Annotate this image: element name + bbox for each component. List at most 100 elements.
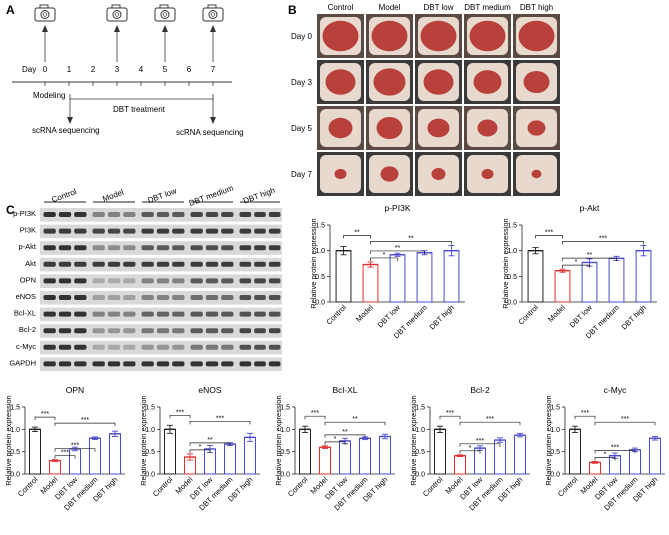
blot-band [221, 278, 234, 284]
blot-group-label: DBT medium [188, 183, 235, 207]
bar [359, 437, 371, 475]
y-tick-label: 0.0 [280, 472, 290, 479]
blot-protein-label: Akt [25, 259, 37, 268]
blot-band [107, 278, 121, 284]
blot-band [221, 361, 234, 367]
chart-ylabel: Relative protein expression [4, 395, 13, 485]
blot-band [43, 261, 56, 267]
significance-label: *** [81, 417, 89, 424]
significance-label: ** [587, 252, 593, 259]
timeline-day-label: Day [22, 65, 36, 74]
panel-label-c: C [6, 203, 15, 217]
camera-arrow-head [42, 25, 48, 32]
bar [454, 455, 466, 475]
blot-band [107, 245, 121, 251]
wound-area [523, 70, 550, 94]
blot-band [221, 328, 234, 334]
blot-band [92, 361, 105, 367]
blot-band [156, 212, 170, 217]
blot-band [92, 212, 105, 217]
x-tick-label: DBT low [568, 303, 595, 330]
day-number: 1 [67, 65, 72, 74]
y-tick-label: 1.5 [145, 405, 155, 412]
significance-label: *** [216, 415, 224, 422]
day-number: 3 [115, 65, 120, 74]
blot-band [205, 361, 219, 367]
blot-band [141, 245, 154, 251]
significance-bracket [370, 241, 452, 245]
blot-protein-label: p-Akt [18, 242, 36, 251]
camera-icon [202, 4, 224, 22]
blot-group-label: DBT high [242, 186, 276, 206]
significance-label: ** [395, 245, 401, 252]
blot-band [221, 228, 234, 234]
blot-band [156, 311, 170, 317]
x-tick-label: DBT high [428, 303, 456, 331]
blot-band [107, 295, 121, 300]
wound-area [469, 20, 506, 52]
blot-band [239, 245, 252, 251]
significance-bracket [324, 421, 386, 426]
blot-band [156, 261, 170, 267]
blot-band [43, 212, 56, 217]
blot-protein-label: p-PI3K [13, 209, 36, 218]
y-tick-label: 0.0 [145, 472, 155, 479]
camera-arrow-head [210, 25, 216, 32]
blot-band [74, 261, 87, 267]
bar [335, 250, 352, 303]
photo-row-label: Day 0 [291, 32, 312, 41]
camera-icon [34, 4, 56, 22]
blot-band [58, 328, 72, 334]
blot-band [107, 261, 121, 267]
wound-area [427, 118, 450, 138]
blot-protein-label: eNOS [16, 292, 36, 301]
blot-band [254, 328, 266, 334]
significance-label: *** [476, 438, 484, 445]
blot-band [172, 361, 185, 367]
blot-band [74, 311, 87, 317]
significance-bracket [459, 443, 501, 447]
blot-band [156, 344, 170, 350]
y-tick-label: 1.5 [10, 405, 20, 412]
blot-band [141, 228, 154, 234]
blot-band [123, 245, 136, 251]
day-number: 2 [91, 65, 96, 74]
blot-band [74, 344, 87, 350]
bar [164, 428, 176, 475]
blot-band [141, 361, 154, 367]
treatment-bracket [69, 94, 214, 100]
blot-band [74, 228, 87, 234]
blot-band [221, 245, 234, 251]
chart-ylabel: Relative protein expression [274, 395, 283, 485]
y-tick-label: 0.0 [10, 472, 20, 479]
blot-band [190, 361, 203, 367]
y-tick-label: 1.0 [145, 427, 155, 434]
chart-title: p-PI3K [385, 203, 411, 213]
blot-protein-label: GAPDH [9, 358, 36, 367]
y-tick-label: 1.5 [415, 405, 425, 412]
blot-band [239, 344, 252, 350]
blot-band [268, 212, 281, 217]
wound-area [322, 20, 359, 52]
blot-band [43, 311, 56, 317]
blot-band [268, 228, 281, 234]
blot-band [268, 261, 281, 267]
blot-band [74, 212, 87, 217]
blot-band [205, 212, 219, 217]
blot-band [141, 295, 154, 300]
blot-band [221, 261, 234, 267]
blot-band [190, 228, 203, 234]
significance-label: *** [311, 410, 319, 417]
wound-area [473, 70, 502, 94]
wound-area [328, 117, 353, 139]
y-tick-label: 1.0 [550, 427, 560, 434]
significance-bracket [370, 257, 398, 261]
blot-band [190, 311, 203, 317]
chart-title: OPN [66, 385, 84, 395]
modeling-label: Modeling [33, 91, 65, 100]
significance-bracket [169, 414, 191, 419]
treatment-label: DBT treatment [113, 105, 166, 114]
blot-band [74, 361, 87, 367]
